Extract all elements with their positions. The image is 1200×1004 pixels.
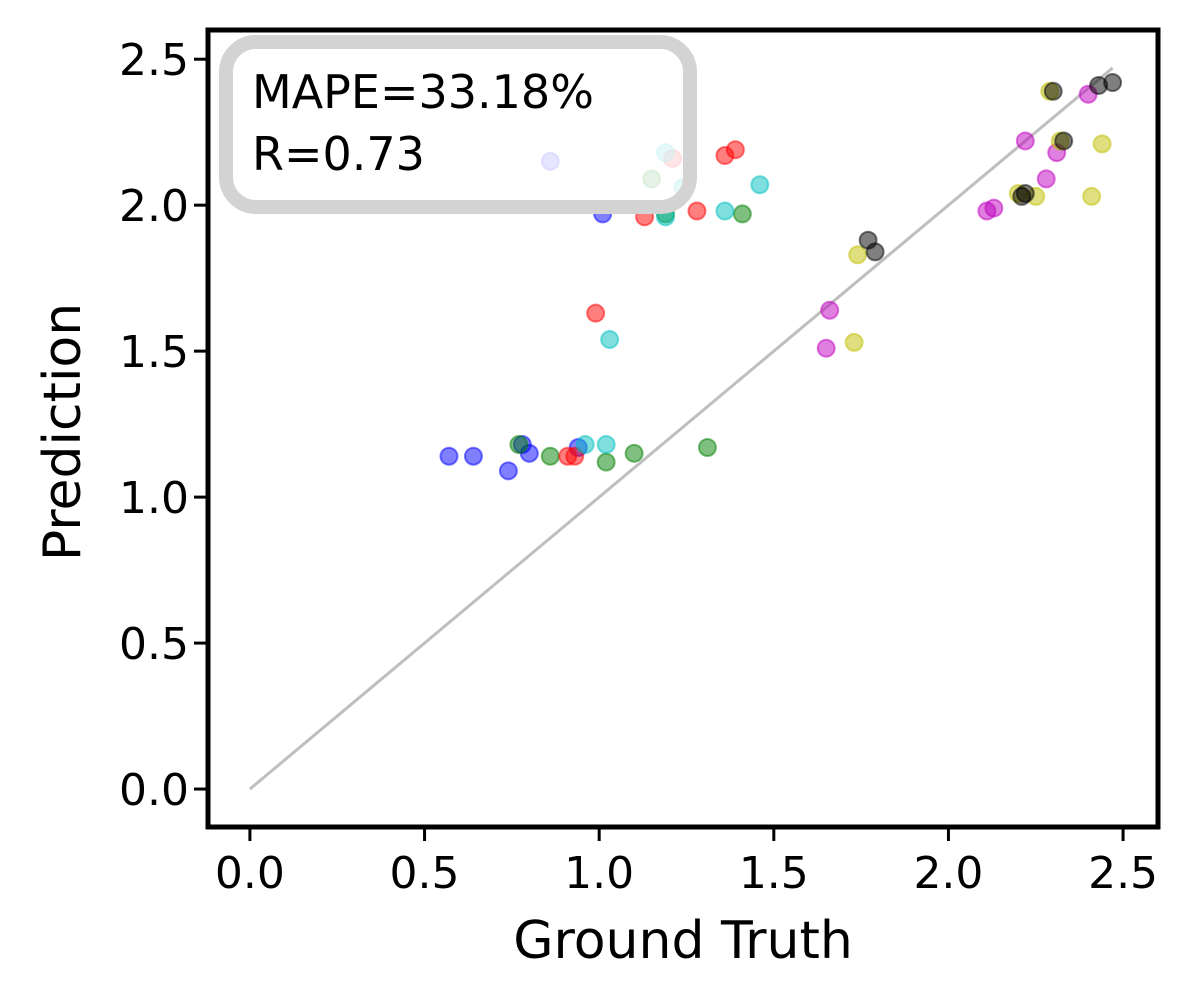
data-point-black bbox=[1103, 73, 1123, 93]
data-point-green bbox=[732, 204, 752, 224]
x-axis-label: Ground Truth bbox=[513, 911, 853, 971]
data-point-green bbox=[697, 437, 717, 457]
data-point-black bbox=[1043, 81, 1063, 101]
data-point-red bbox=[565, 446, 585, 466]
data-point-green bbox=[596, 452, 616, 472]
data-point-magenta bbox=[1015, 131, 1035, 151]
reference-line-group bbox=[248, 66, 1114, 791]
annotation-mape: MAPE=33.18% bbox=[252, 65, 594, 119]
plot-frame bbox=[205, 27, 1161, 830]
y-tick-label: 1.0 bbox=[119, 473, 189, 524]
data-point-cyan bbox=[715, 201, 735, 221]
x-tick-label: 1.5 bbox=[739, 848, 809, 899]
data-point-cyan bbox=[596, 435, 616, 455]
data-point-magenta bbox=[1036, 169, 1056, 189]
data-point-blue bbox=[439, 446, 459, 466]
y-tick-label: 0.0 bbox=[119, 765, 189, 816]
data-point-green bbox=[540, 446, 560, 466]
y-axis-label: Prediction bbox=[33, 303, 93, 561]
data-point-olive bbox=[848, 245, 868, 265]
data-point-black bbox=[865, 242, 885, 262]
annotation-box: MAPE=33.18% R=0.73 bbox=[219, 35, 697, 214]
y-tick-label: 1.5 bbox=[119, 327, 189, 378]
data-point-green bbox=[509, 435, 529, 455]
y-tick-label: 0.5 bbox=[119, 619, 189, 670]
data-point-red bbox=[725, 140, 745, 160]
data-point-red bbox=[586, 303, 606, 323]
data-point-red bbox=[687, 201, 707, 221]
data-point-magenta bbox=[984, 198, 1004, 218]
x-tick-label: 2.5 bbox=[1088, 848, 1158, 899]
x-axis-ticks: 0.0 0.5 1.0 1.5 2.0 2.5 bbox=[215, 827, 1158, 899]
data-point-black bbox=[1015, 183, 1035, 203]
data-point-cyan bbox=[575, 435, 595, 455]
reference-line bbox=[248, 66, 1114, 791]
data-point-magenta bbox=[820, 300, 840, 320]
data-point-black bbox=[1054, 131, 1074, 151]
data-point-cyan bbox=[750, 175, 770, 195]
data-point-olive bbox=[1082, 186, 1102, 206]
annotation-r: R=0.73 bbox=[252, 127, 425, 181]
x-tick-label: 0.5 bbox=[390, 848, 460, 899]
data-point-magenta bbox=[816, 338, 836, 358]
data-point-green bbox=[624, 443, 644, 463]
annotation-frame bbox=[219, 35, 697, 214]
data-point-blue bbox=[463, 446, 483, 466]
data-point-cyan bbox=[600, 329, 620, 349]
x-tick-label: 1.0 bbox=[564, 848, 634, 899]
data-point-olive bbox=[844, 332, 864, 352]
y-tick-label: 2.5 bbox=[119, 35, 189, 86]
y-tick-label: 2.0 bbox=[119, 181, 189, 232]
y-axis-ticks: 0.0 0.5 1.0 1.5 2.0 2.5 bbox=[119, 35, 208, 816]
x-tick-label: 2.0 bbox=[913, 848, 983, 899]
data-point-blue bbox=[498, 461, 518, 481]
data-point-olive bbox=[1092, 134, 1112, 154]
x-tick-label: 0.0 bbox=[215, 848, 285, 899]
